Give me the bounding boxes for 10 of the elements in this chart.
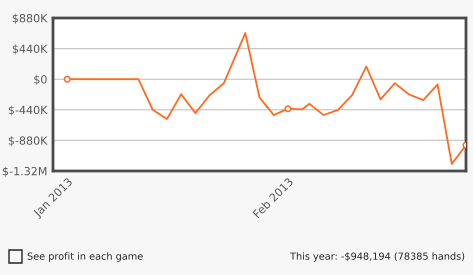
y-tick-label: $-1.32M	[2, 166, 46, 177]
y-tick-label: $880K	[12, 14, 48, 24]
y-tick-label: $0	[34, 74, 47, 86]
point	[284, 105, 292, 112]
text: This year: -$948,194 (78385 hands)	[290, 252, 464, 262]
y-tick-label: $440K	[12, 44, 48, 54]
y-tick-label: $-440K	[8, 106, 48, 116]
text: See profit in each game	[28, 252, 143, 262]
point	[64, 76, 71, 83]
y-tick-label: $-880K	[8, 136, 48, 146]
